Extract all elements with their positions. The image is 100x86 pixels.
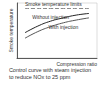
svg-text:Without injection: Without injection: [32, 14, 69, 20]
svg-text:Smoke temperature limits: Smoke temperature limits: [25, 1, 82, 7]
svg-text:With injection: With injection: [49, 24, 79, 30]
svg-text:Smoke temperature: Smoke temperature: [8, 8, 14, 52]
svg-text:Compression ratio: Compression ratio: [56, 61, 97, 67]
svg-text:to reduce NOx to 25 ppm: to reduce NOx to 25 ppm: [9, 74, 71, 80]
svg-text:Control curve with steam injec: Control curve with steam injection: [9, 67, 91, 73]
